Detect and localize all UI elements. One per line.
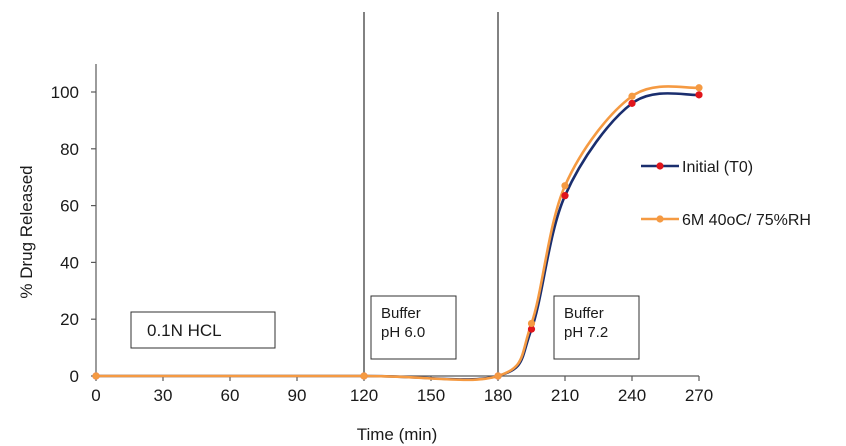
x-tick-label: 30 (154, 386, 173, 405)
x-axis-title: Time (min) (357, 425, 438, 444)
x-axis-ticks: 0 30 60 90 120 150 180 210 240 270 (91, 376, 713, 405)
series-line (96, 85, 700, 382)
phase-divider-lines (363, 12, 499, 376)
annotation-text: Buffer (381, 305, 421, 322)
annotation-text: 0.1N HCL (147, 321, 222, 340)
legend-swatch-marker (656, 162, 664, 170)
annotation-text: pH 7.2 (564, 324, 608, 341)
annotation-text: Buffer (564, 305, 604, 322)
legend-label: 6M 40oC/ 75%RH (682, 212, 811, 229)
annotation-box (370, 295, 457, 360)
y-tick-label: 20 (60, 310, 79, 329)
series-layer (92, 84, 703, 382)
y-axis-title: % Drug Released (17, 165, 36, 298)
phase-annotations: 0.1N HCL Buffer pH 6.0 Buffer pH 7.2 (130, 295, 640, 360)
legend-label: Initial (T0) (682, 159, 753, 176)
y-tick-label: 40 (60, 253, 79, 272)
annotation-box (553, 295, 640, 360)
legend: Initial (T0) 6M 40oC/ 75%RH (641, 159, 811, 229)
y-tick-label: 60 (60, 197, 79, 216)
y-tick-label: 80 (60, 140, 79, 159)
x-tick-label: 210 (551, 386, 579, 405)
y-tick-label: 100 (51, 83, 79, 102)
x-tick-label: 270 (685, 386, 713, 405)
data-point (695, 91, 703, 99)
x-tick-label: 180 (484, 386, 512, 405)
y-tick-label: 0 (70, 367, 79, 386)
data-point (360, 372, 368, 380)
data-point (92, 372, 100, 380)
data-point (628, 99, 636, 107)
data-point (695, 84, 703, 92)
data-point (628, 92, 636, 100)
data-point (527, 319, 536, 328)
data-point (494, 372, 502, 380)
data-point (527, 325, 536, 333)
x-tick-label: 0 (91, 386, 100, 405)
x-tick-label: 240 (618, 386, 646, 405)
x-tick-label: 60 (221, 386, 240, 405)
y-axis-ticks: 0 20 40 60 80 100 (51, 83, 96, 386)
x-tick-label: 90 (288, 386, 307, 405)
annotation-box (130, 311, 276, 349)
x-tick-label: 120 (350, 386, 378, 405)
data-point (561, 182, 569, 190)
data-point (561, 192, 569, 200)
x-tick-label: 150 (417, 386, 445, 405)
legend-swatch-marker (656, 215, 664, 223)
annotation-text: pH 6.0 (381, 324, 425, 341)
